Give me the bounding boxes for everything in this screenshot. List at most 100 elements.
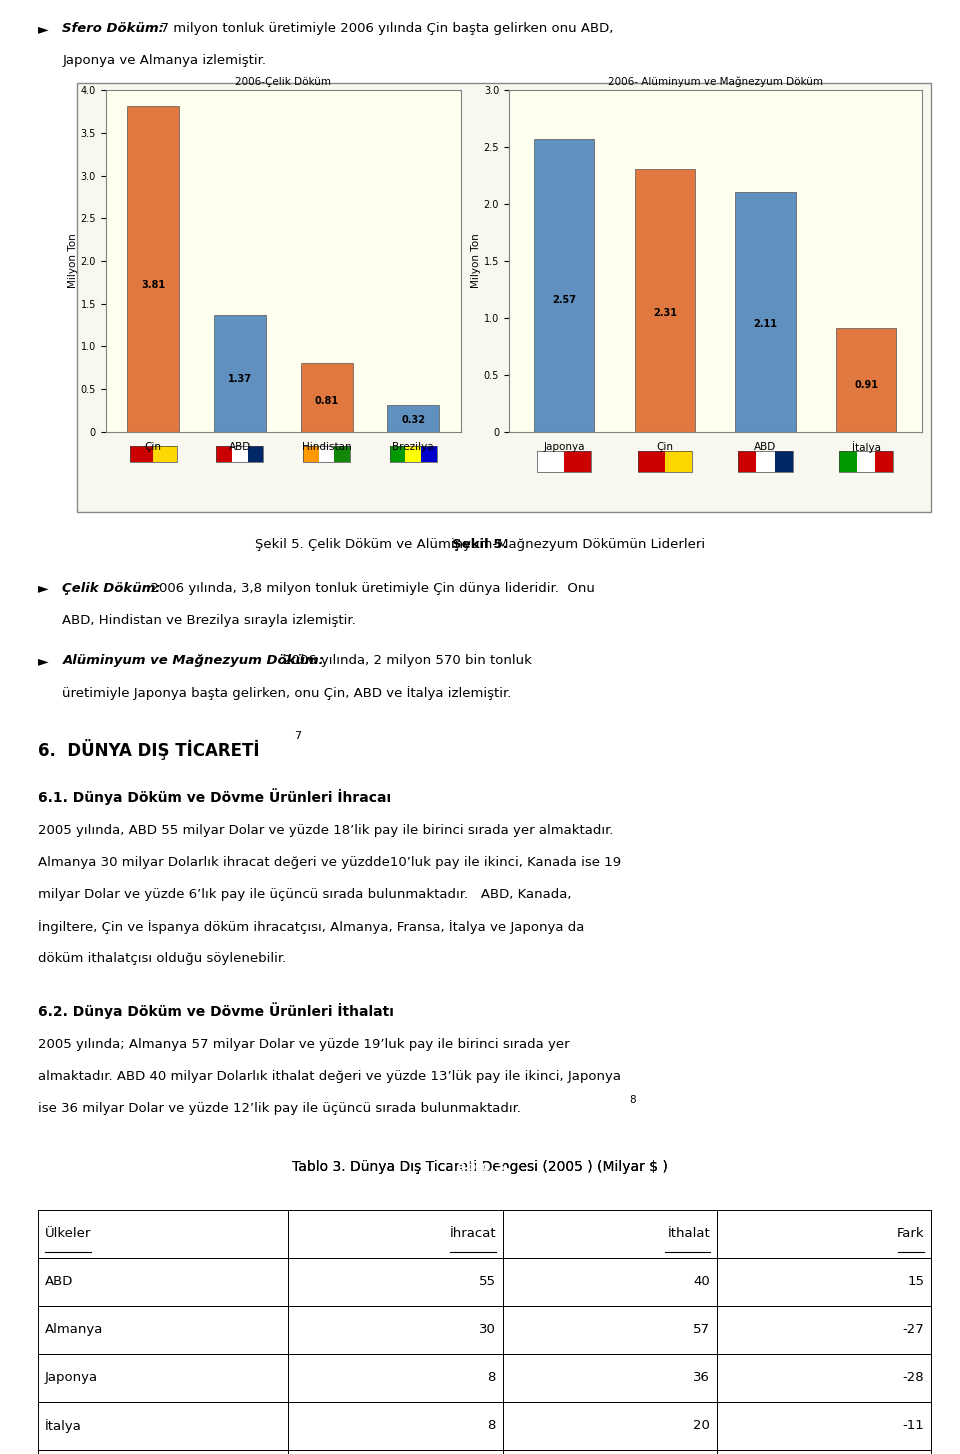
Bar bbox=[836, 329, 897, 432]
Bar bbox=[130, 446, 177, 462]
Text: Tablo 3.: Tablo 3. bbox=[449, 1160, 511, 1175]
Text: 0.32: 0.32 bbox=[401, 414, 425, 425]
Bar bbox=[717, 1354, 931, 1402]
Bar bbox=[303, 446, 319, 462]
Bar bbox=[537, 451, 591, 471]
Bar bbox=[77, 83, 931, 512]
Bar bbox=[288, 1258, 503, 1306]
Text: 7 milyon tonluk üretimiyle 2006 yılında Çin başta gelirken onu ABD,: 7 milyon tonluk üretimiyle 2006 yılında … bbox=[152, 22, 613, 35]
Text: Japonya ve Almanya izlemiştir.: Japonya ve Almanya izlemiştir. bbox=[62, 54, 266, 67]
Bar bbox=[420, 446, 437, 462]
Text: Almanya 30 milyar Dolarlık ihracat değeri ve yüzdde10’luk pay ile ikinci, Kanada: Almanya 30 milyar Dolarlık ihracat değer… bbox=[38, 856, 621, 869]
Bar bbox=[503, 1450, 717, 1454]
Text: 8: 8 bbox=[629, 1095, 636, 1105]
Bar bbox=[503, 1258, 717, 1306]
Bar bbox=[503, 1402, 717, 1450]
Bar bbox=[38, 1354, 288, 1402]
Bar bbox=[738, 451, 756, 471]
Text: 15: 15 bbox=[907, 1275, 924, 1288]
Bar bbox=[738, 451, 793, 471]
Bar bbox=[288, 1354, 503, 1402]
Bar bbox=[717, 1210, 931, 1258]
Text: ABD, Hindistan ve Brezilya sırayla izlemiştir.: ABD, Hindistan ve Brezilya sırayla izlem… bbox=[62, 614, 356, 627]
Bar bbox=[248, 446, 263, 462]
Text: 2006 yılında, 2 milyon 570 bin tonluk: 2006 yılında, 2 milyon 570 bin tonluk bbox=[266, 654, 532, 667]
Bar bbox=[38, 1258, 288, 1306]
Bar bbox=[717, 1450, 931, 1454]
Text: -28: -28 bbox=[902, 1371, 924, 1384]
Text: 1.37: 1.37 bbox=[228, 374, 252, 384]
Text: İngiltere, Çin ve İspanya döküm ihracatçısı, Almanya, Fransa, İtalya ve Japonya : İngiltere, Çin ve İspanya döküm ihracatç… bbox=[38, 920, 585, 935]
Bar bbox=[534, 140, 594, 432]
Bar bbox=[839, 451, 857, 471]
Bar bbox=[288, 1210, 503, 1258]
Bar bbox=[756, 451, 775, 471]
Text: 8: 8 bbox=[488, 1419, 496, 1432]
Text: 2006 yılında, 3,8 milyon tonluk üretimiyle Çin dünya lideridir.  Onu: 2006 yılında, 3,8 milyon tonluk üretimiy… bbox=[142, 582, 595, 595]
Bar bbox=[717, 1258, 931, 1306]
Bar bbox=[319, 446, 334, 462]
Bar bbox=[300, 362, 352, 432]
Bar bbox=[232, 446, 248, 462]
Bar bbox=[735, 192, 796, 432]
Bar bbox=[717, 1306, 931, 1354]
Bar bbox=[288, 1450, 503, 1454]
Title: 2006-Çelik Döküm: 2006-Çelik Döküm bbox=[235, 77, 331, 87]
Bar bbox=[288, 1306, 503, 1354]
Text: 40: 40 bbox=[693, 1275, 710, 1288]
Text: ►: ► bbox=[38, 654, 49, 669]
Bar bbox=[503, 1306, 717, 1354]
Y-axis label: Milyon Ton: Milyon Ton bbox=[67, 234, 78, 288]
Text: 2005 yılında, ABD 55 milyar Dolar ve yüzde 18’lik pay ile birinci sırada yer alm: 2005 yılında, ABD 55 milyar Dolar ve yüz… bbox=[38, 824, 613, 838]
Bar bbox=[38, 1210, 288, 1258]
Bar bbox=[635, 169, 695, 432]
Text: ise 36 milyar Dolar ve yüzde 12’lik pay ile üçüncü sırada bulunmaktadır.: ise 36 milyar Dolar ve yüzde 12’lik pay … bbox=[38, 1102, 521, 1115]
Bar bbox=[38, 1402, 288, 1450]
Text: -27: -27 bbox=[902, 1323, 924, 1336]
Bar bbox=[857, 451, 876, 471]
Bar bbox=[564, 451, 591, 471]
Bar bbox=[390, 446, 405, 462]
Bar bbox=[717, 1402, 931, 1450]
Text: 6.1. Dünya Döküm ve Dövme Ürünleri İhracaı: 6.1. Dünya Döküm ve Dövme Ürünleri İhrac… bbox=[38, 788, 392, 806]
Bar bbox=[876, 451, 894, 471]
Bar bbox=[503, 1354, 717, 1402]
Text: Şekil 5. Çelik Döküm ve Alüminyum-Mağnezyum Dökümün Liderleri: Şekil 5. Çelik Döküm ve Alüminyum-Mağnez… bbox=[255, 538, 705, 551]
Bar bbox=[387, 404, 439, 432]
Text: Şekil 5.: Şekil 5. bbox=[452, 538, 508, 551]
Bar bbox=[38, 1306, 288, 1354]
Text: Tablo 3. Dünya Dış Ticareti Dengesi (2005 ) (Milyar $ ): Tablo 3. Dünya Dış Ticareti Dengesi (200… bbox=[292, 1160, 668, 1175]
Text: 0.81: 0.81 bbox=[315, 395, 339, 406]
Text: döküm ithalatçısı olduğu söylenebilir.: döküm ithalatçısı olduğu söylenebilir. bbox=[38, 952, 287, 965]
Bar bbox=[38, 1450, 288, 1454]
Text: 6.  DÜNYA DIŞ TİCARETİ: 6. DÜNYA DIŞ TİCARETİ bbox=[38, 739, 260, 759]
Text: ►: ► bbox=[38, 22, 49, 36]
Bar bbox=[214, 316, 266, 432]
Bar bbox=[288, 1402, 503, 1450]
Text: 30: 30 bbox=[479, 1323, 496, 1336]
Text: 2.31: 2.31 bbox=[653, 308, 677, 318]
Bar bbox=[217, 446, 263, 462]
Bar bbox=[334, 446, 349, 462]
Text: milyar Dolar ve yüzde 6’lık pay ile üçüncü sırada bulunmaktadır.   ABD, Kanada,: milyar Dolar ve yüzde 6’lık pay ile üçün… bbox=[38, 888, 572, 901]
Title: 2006- Alüminyum ve Mağnezyum Döküm: 2006- Alüminyum ve Mağnezyum Döküm bbox=[608, 76, 823, 87]
Text: Ülkeler: Ülkeler bbox=[45, 1227, 91, 1240]
Bar bbox=[130, 446, 154, 462]
Bar bbox=[637, 451, 665, 471]
Text: Tablo 3. Dünya Dış Ticareti Dengesi (2005 ) (Milyar $ ): Tablo 3. Dünya Dış Ticareti Dengesi (200… bbox=[292, 1160, 668, 1175]
Text: 20: 20 bbox=[693, 1419, 710, 1432]
Text: 2.57: 2.57 bbox=[552, 295, 576, 305]
Text: Japonya: Japonya bbox=[45, 1371, 98, 1384]
Bar bbox=[775, 451, 793, 471]
Text: 55: 55 bbox=[479, 1275, 496, 1288]
Text: 6.2. Dünya Döküm ve Dövme Ürünleri İthalatı: 6.2. Dünya Döküm ve Dövme Ürünleri İthal… bbox=[38, 1002, 395, 1019]
Text: 36: 36 bbox=[693, 1371, 710, 1384]
Bar bbox=[303, 446, 349, 462]
Bar bbox=[405, 446, 420, 462]
Text: 0.91: 0.91 bbox=[854, 379, 878, 390]
Text: 8: 8 bbox=[488, 1371, 496, 1384]
Text: 7: 7 bbox=[294, 731, 300, 742]
Text: -11: -11 bbox=[902, 1419, 924, 1432]
Bar bbox=[637, 451, 692, 471]
Bar bbox=[665, 451, 692, 471]
